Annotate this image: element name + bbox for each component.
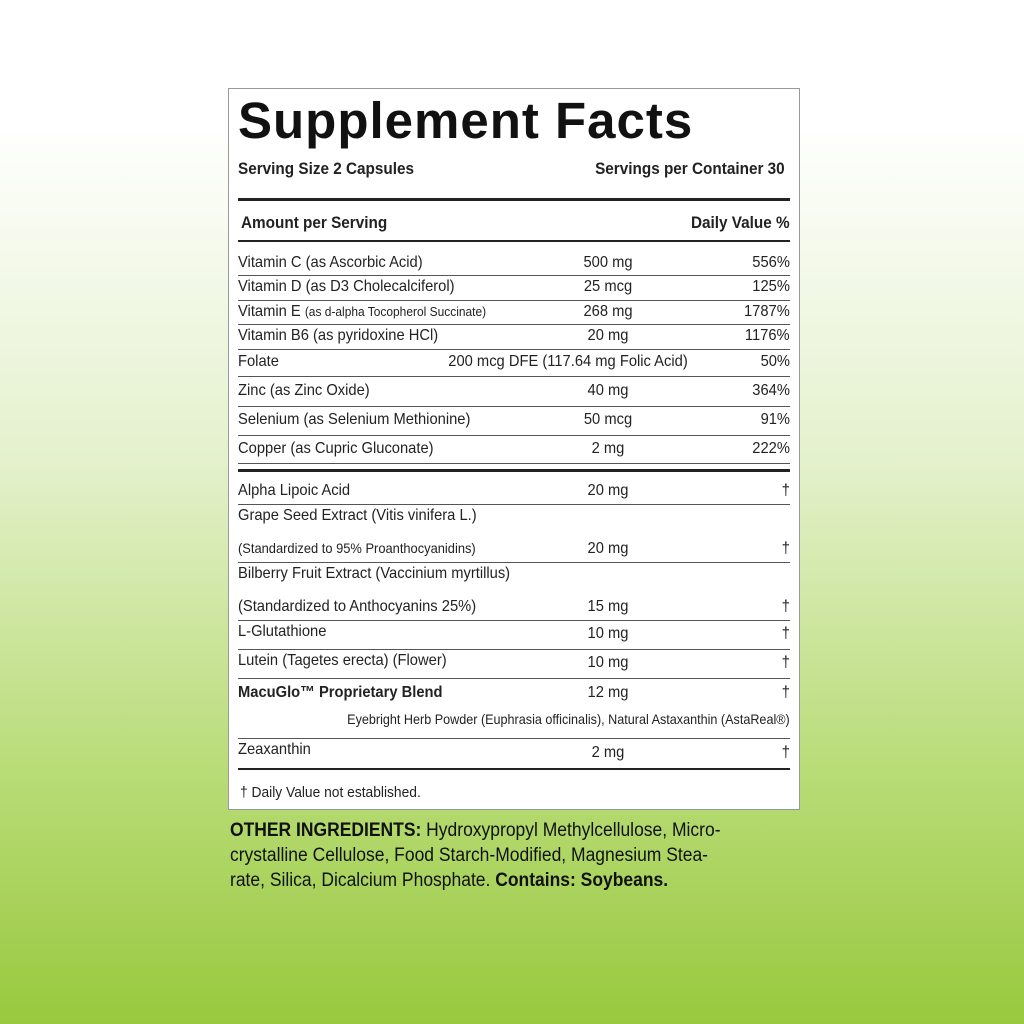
amount: 20 mg [587, 540, 629, 557]
nutrient-row: Vitamin E (as d-alpha Tocopherol Succina… [238, 300, 790, 325]
rule [238, 469, 790, 472]
daily-value: † [781, 540, 790, 557]
ingredients-text: Hydroxypropyl Methylcellulose, Micro- [426, 820, 721, 841]
nutrient-name: Vitamin D (as D3 Cholecalciferol) [238, 278, 455, 296]
nutrient-row: Vitamin D (as D3 Cholecalciferol) 25 mcg 1… [238, 275, 790, 301]
nutrient-name: Vitamin B6 (as pyridoxine HCl) [238, 327, 438, 345]
ingredient-name: L-Glutathione [238, 623, 327, 640]
daily-value: † [781, 598, 790, 615]
note: (as d-alpha Tocopherol Succinate) [304, 303, 487, 319]
nutrient-row: Zinc (as Zinc Oxide) 40 mg 364% [238, 376, 790, 407]
contains: Contains: Soybeans. [495, 870, 669, 891]
ingredient-row: Lutein (Tagetes erecta) (Flower) 10 mg † [238, 649, 790, 679]
ingredient-name: Grape Seed Extract (Vitis vinifera L.) [238, 507, 477, 524]
rule [238, 240, 790, 242]
other-ingredients: OTHER INGREDIENTS: Hydroxypropyl Methylc… [230, 818, 810, 893]
ingredients-line: rate, Silica, Dicalcium Phosphate. Conta… [230, 868, 764, 893]
ingredient-row: L-Glutathione 10 mg † [238, 620, 790, 650]
ingredient-name: Alpha Lipoic Acid [238, 482, 351, 499]
amount: 2 mg [591, 743, 625, 761]
ingredient-name: MacuGlo™ Proprietary Blend [238, 684, 443, 701]
amount: 10 mg [587, 625, 629, 642]
name: Vitamin E [238, 302, 301, 320]
daily-value: † [781, 482, 790, 499]
ingredient-detail: (Standardized to 95% Proanthocyanidins) [238, 540, 476, 556]
amount: 20 mg [587, 482, 629, 499]
daily-value: 222% [752, 439, 790, 457]
name: Zinc (as Zinc Oxide) [238, 381, 370, 399]
facts-panel: Supplement Facts Serving Size 2 Capsules… [228, 88, 800, 810]
nutrient-name: Copper (as Cupric Gluconate) [238, 440, 434, 458]
ingredient-name: Zeaxanthin [238, 741, 311, 758]
title: Supplement Facts [238, 92, 694, 149]
ingredients-line: OTHER INGREDIENTS: Hydroxypropyl Methylc… [230, 818, 764, 843]
daily-value: 1176% [745, 327, 790, 344]
name: Vitamin D (as D3 Cholecalciferol) [238, 278, 455, 295]
ingredient-name: Lutein (Tagetes erecta) (Flower) [238, 652, 447, 669]
daily-value: 556% [752, 253, 790, 271]
nutrient-name: Zinc (as Zinc Oxide) [238, 382, 370, 400]
name: Vitamin B6 (as pyridoxine HCl) [238, 327, 439, 344]
ingredients-line: crystalline Cellulose, Food Starch-Modif… [230, 845, 708, 866]
name: Folate [238, 353, 279, 370]
daily-value: † [781, 743, 790, 761]
daily-value: 1787% [744, 302, 790, 320]
dv-header: Daily Value % [691, 213, 790, 232]
amount: 15 mg [587, 598, 629, 615]
nutrient-row: Vitamin C (as Ascorbic Acid) 500 mg 556% [238, 251, 790, 276]
daily-value: † [781, 654, 790, 671]
ingredient-row: Grape Seed Extract (Vitis vinifera L.) (S… [238, 504, 790, 563]
daily-value: 364% [752, 381, 790, 399]
amount: 25 mcg [583, 278, 633, 295]
blend-ingredients: Eyebright Herb Powder (Euphrasia officin… [347, 711, 790, 727]
name: Selenium (as Selenium Methionine) [238, 411, 471, 428]
ingredient-row: Zeaxanthin 2 mg † [238, 738, 790, 770]
ingredient-row: Bilberry Fruit Extract (Vaccinium myrtil… [238, 562, 790, 621]
amount: 12 mg [587, 684, 629, 701]
ingredient-row: MacuGlo™ Proprietary Blend Eyebright Herb… [238, 678, 790, 739]
nutrient-name: Vitamin E (as d-alpha Tocopherol Succina… [238, 303, 486, 321]
nutrient-row: Folate 200 mcg DFE (117.64 mg Folic Acid)… [238, 349, 790, 377]
daily-value: 91% [760, 411, 790, 428]
ingredient-name: Bilberry Fruit Extract (Vaccinium myrtil… [238, 565, 511, 582]
amount-header: Amount per Serving [241, 213, 388, 232]
amount: 50 mcg [583, 411, 633, 428]
daily-value: 50% [760, 353, 790, 370]
nutrient-name: Vitamin C (as Ascorbic Acid) [238, 254, 423, 272]
nutrient-row: Copper (as Cupric Gluconate) 2 mg 222% [238, 435, 790, 464]
amount: 500 mg [583, 253, 633, 271]
amount: 20 mg [587, 327, 629, 344]
nutrient-name: Selenium (as Selenium Methionine) [238, 411, 470, 429]
daily-value: † [781, 625, 790, 642]
nutrient-row: Selenium (as Selenium Methionine) 50 mcg 9… [238, 406, 790, 436]
footnote: † Daily Value not established. [240, 784, 421, 801]
amount: 40 mg [587, 381, 629, 399]
amount: 268 mg [583, 302, 633, 320]
amount: 10 mg [587, 654, 629, 671]
name: Copper (as Cupric Gluconate) [238, 439, 434, 457]
ingredients-text: rate, Silica, Dicalcium Phosphate. [230, 870, 491, 891]
name: Vitamin C (as Ascorbic Acid) [238, 253, 423, 271]
servings-per-container: Servings per Container 30 [595, 159, 785, 178]
ingredient-detail: (Standardized to Anthocyanins 25%) [238, 598, 477, 615]
nutrient-row: Vitamin B6 (as pyridoxine HCl) 20 mg 1176% [238, 324, 790, 350]
daily-value: 125% [752, 278, 790, 295]
rule [238, 198, 790, 201]
amount: 200 mcg DFE (117.64 mg Folic Acid) [448, 353, 688, 370]
ingredient-row: Alpha Lipoic Acid 20 mg † [238, 479, 790, 505]
serving-size: Serving Size 2 Capsules [238, 159, 415, 178]
amount: 2 mg [591, 439, 625, 457]
nutrient-name: Folate [238, 353, 279, 371]
ingredients-label: OTHER INGREDIENTS: [230, 820, 422, 841]
daily-value: † [781, 684, 790, 701]
